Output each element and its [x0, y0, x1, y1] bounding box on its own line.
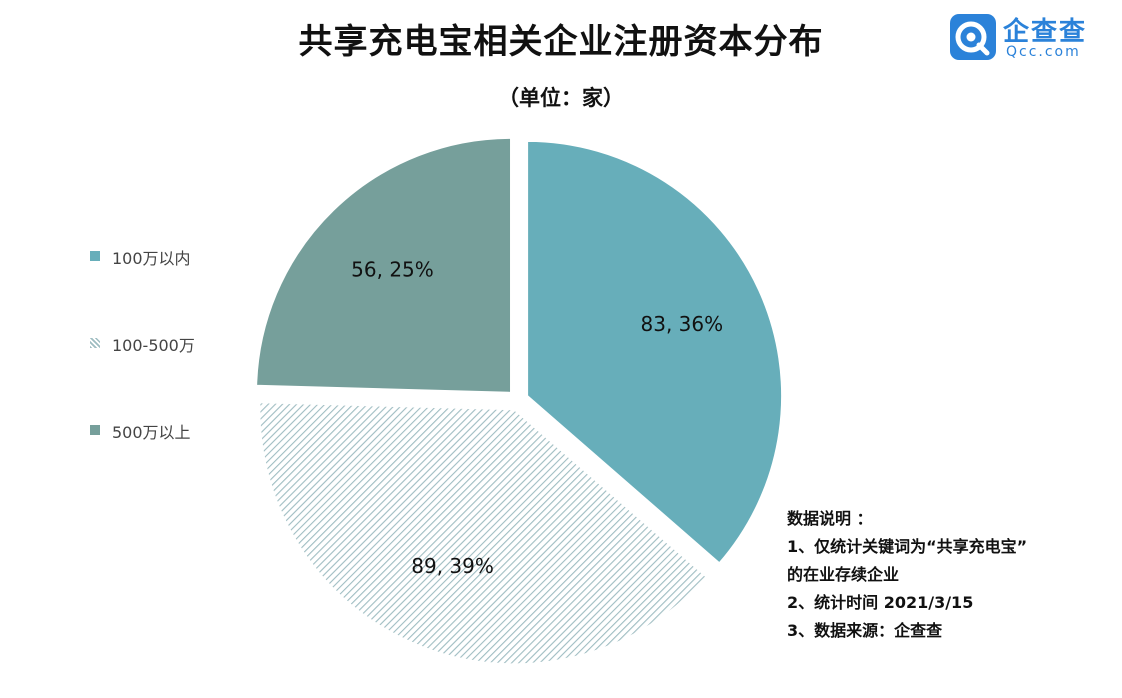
logo-text-en: Qcc.com	[1006, 44, 1081, 60]
note-line-3: 2、统计时间 2021/3/15	[787, 593, 974, 612]
notes-heading: 数据说明 ：	[787, 509, 873, 528]
logo-text-cn: 企查查	[1003, 17, 1088, 47]
legend-label: 100-500万	[112, 336, 195, 355]
qcc-logo-icon	[950, 14, 996, 60]
legend-swatch	[90, 251, 100, 261]
note-line-1: 1、仅统计关键词为“共享充电宝”	[787, 537, 1028, 556]
note-line-4: 3、数据来源：企查查	[787, 621, 943, 640]
data-notes: 数据说明 ： 1、仅统计关键词为“共享充电宝” 的在业存续企业 2、统计时间 2…	[787, 505, 1027, 645]
pie-slice-label: 83, 36%	[641, 312, 724, 336]
legend-swatch	[90, 425, 100, 435]
chart-subtitle: （单位：家）	[498, 86, 624, 110]
pie-slice-label: 56, 25%	[351, 257, 434, 281]
legend-swatch	[90, 338, 100, 348]
chart-title: 共享充电宝相关企业注册资本分布	[298, 22, 824, 62]
pie-slice-labels: 83, 36% 89, 39% 56, 25%	[351, 257, 723, 578]
legend-label: 500万以上	[112, 423, 191, 442]
pie-slice-large	[255, 136, 513, 394]
note-line-2: 的在业存续企业	[787, 565, 900, 584]
pie-slice-label: 89, 39%	[411, 554, 494, 578]
pie-slices	[255, 136, 784, 666]
qcc-logo: 企查查 Qcc.com	[950, 14, 1110, 64]
pie-slice-small	[526, 139, 784, 565]
legend-label: 100万以内	[112, 249, 191, 268]
pie-slice-medium	[258, 401, 709, 666]
